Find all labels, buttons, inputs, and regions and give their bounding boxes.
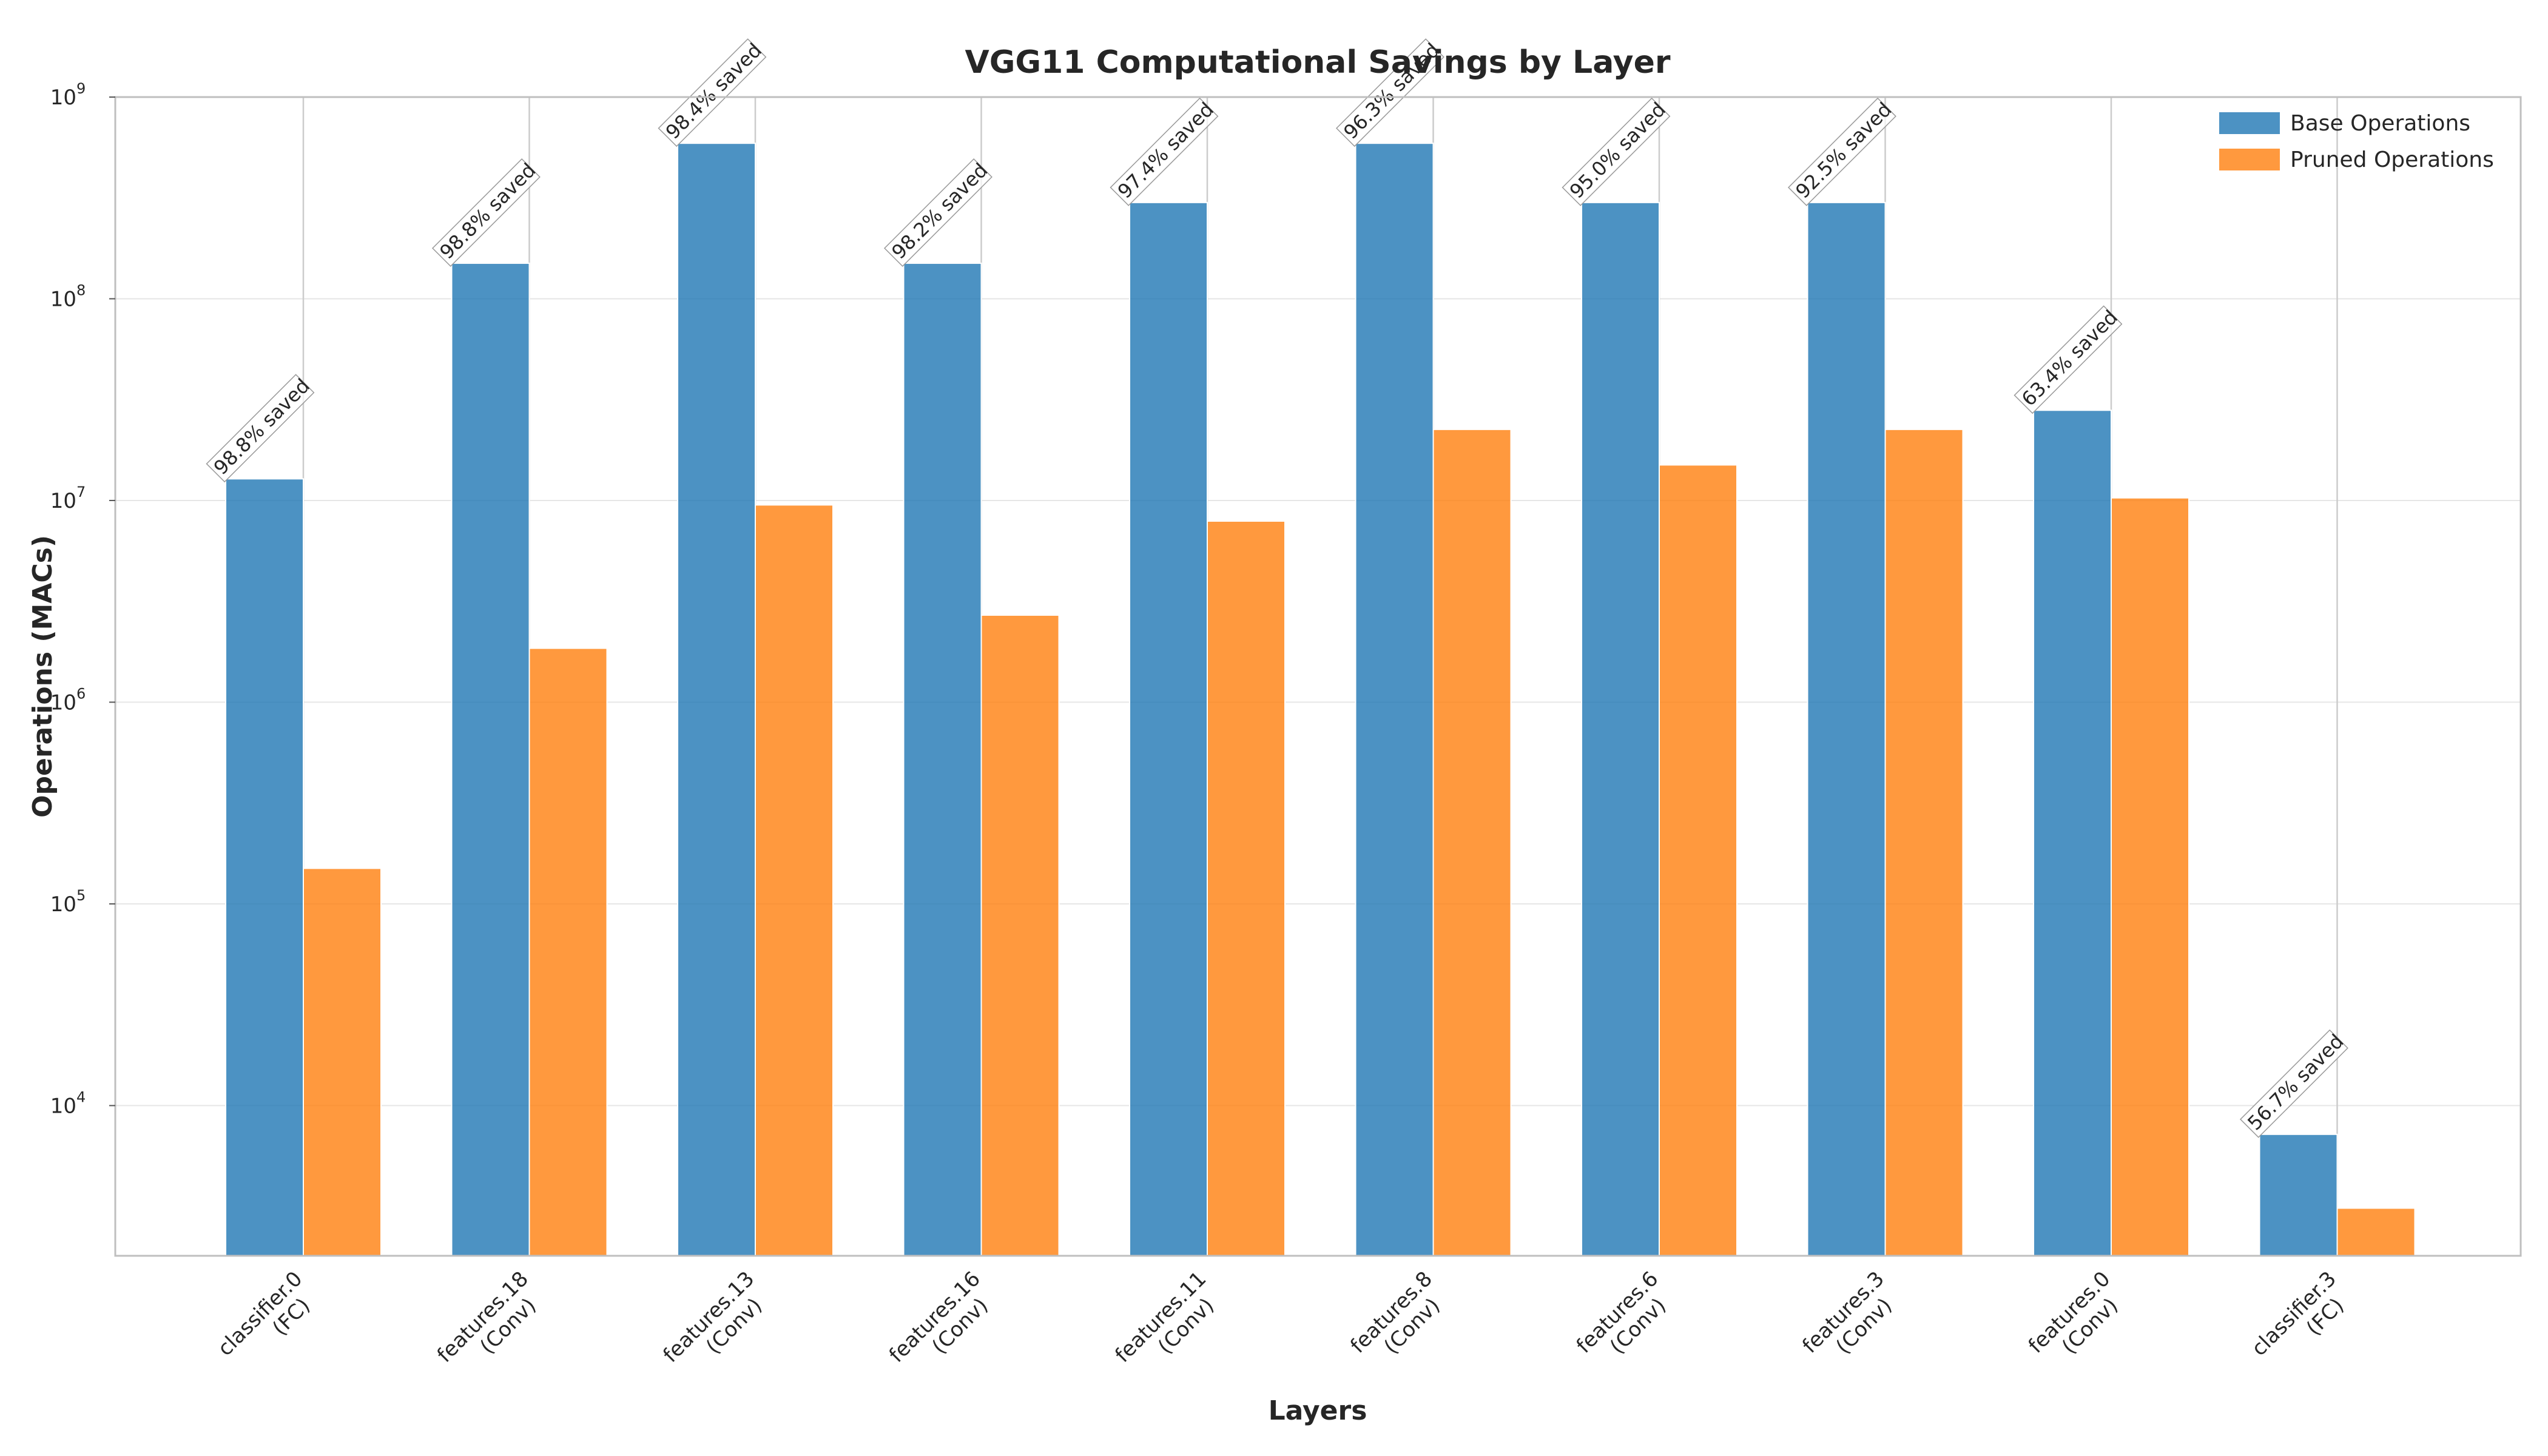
legend: Base Operations Pruned Operations	[2219, 111, 2494, 172]
bar-base-operations	[1129, 201, 1208, 1257]
annotation-box	[658, 38, 767, 147]
x-tick-label: features.3(Conv)	[1798, 1267, 1896, 1359]
bar-base-operations	[677, 143, 756, 1256]
y-tick-label: 109	[50, 80, 86, 110]
bar-pruned-operations	[2111, 497, 2189, 1256]
y-tick-label: 104	[50, 1088, 86, 1118]
savings-annotation: 95.0% saved	[1562, 97, 1671, 206]
bar-pruned-operations	[1207, 520, 1286, 1256]
x-tick-label: features.6(Conv)	[1572, 1267, 1671, 1359]
bar-pruned-operations	[755, 504, 834, 1256]
savings-annotation: 63.4% saved	[2014, 305, 2123, 414]
bar-base-operations	[225, 478, 304, 1256]
x-tick-label: features.8(Conv)	[1346, 1267, 1444, 1359]
annotation-box	[1335, 38, 1444, 147]
y-tick-label: 105	[50, 887, 86, 917]
bar-base-operations	[903, 262, 982, 1257]
x-tick-label: classifier.0(FC)	[213, 1267, 315, 1361]
legend-label-base: Base Operations	[2290, 111, 2470, 136]
bar-pruned-operations	[2336, 1207, 2416, 1257]
bar-pruned-operations	[980, 615, 1060, 1256]
annotation-box	[2239, 1029, 2348, 1138]
bar-base-operations	[451, 262, 530, 1257]
bar-pruned-operations	[1884, 428, 1964, 1256]
y-axis-label: Operations (MACs)	[27, 535, 58, 818]
savings-annotation: 98.8% saved	[431, 158, 541, 267]
savings-annotation: 97.4% saved	[1110, 97, 1219, 206]
bar-base-operations	[2033, 410, 2112, 1256]
bar-pruned-operations	[1432, 428, 1512, 1256]
legend-label-pruned: Pruned Operations	[2290, 147, 2494, 172]
bar-pruned-operations	[303, 868, 382, 1256]
annotation-label: 92.5% saved	[1791, 98, 1896, 203]
bar-base-operations	[1581, 201, 1660, 1257]
savings-annotation: 98.2% saved	[883, 158, 993, 267]
x-tick-label: features.0(Conv)	[2024, 1267, 2123, 1359]
bar-base-operations	[1807, 201, 1886, 1257]
annotation-label: 97.4% saved	[1113, 98, 1218, 203]
annotation-label: 98.8% saved	[435, 158, 540, 263]
annotation-label: 63.4% saved	[2017, 306, 2122, 411]
bar-pruned-operations	[1659, 464, 1737, 1256]
y-ticks: 104 105 106 107 108 109	[50, 80, 115, 1118]
annotation-label: 56.7% saved	[2243, 1030, 2348, 1134]
x-tick-label: features.16(Conv)	[885, 1267, 993, 1367]
y-tick-label: 107	[50, 484, 86, 513]
bars	[225, 143, 2416, 1257]
x-axis-label: Layers	[1269, 1395, 1367, 1426]
chart-title: VGG11 Computational Savings by Layer	[965, 44, 1671, 81]
annotation-label: 98.8% saved	[209, 374, 314, 479]
plot-frame	[114, 96, 2522, 1257]
legend-swatch-pruned	[2219, 149, 2280, 170]
annotation-label: 98.2% saved	[887, 158, 992, 263]
bar-pruned-operations	[528, 647, 608, 1256]
annotation-box	[1562, 97, 1671, 206]
annotation-box	[883, 158, 993, 267]
y-tick-label: 108	[50, 281, 86, 311]
x-tick-label: features.13(Conv)	[659, 1267, 767, 1367]
bar-base-operations	[1355, 143, 1434, 1256]
annotation-box	[2014, 305, 2123, 414]
x-tick-label: classifier.3(FC)	[2247, 1267, 2349, 1361]
savings-annotation: 98.4% saved	[658, 38, 767, 147]
x-tick-label: features.18(Conv)	[433, 1267, 541, 1367]
x-ticks: classifier.0(FC) features.18(Conv) feature…	[213, 1267, 2349, 1367]
y-tick-label: 106	[50, 685, 86, 715]
savings-annotation: 98.8% saved	[206, 374, 315, 483]
legend-swatch-base	[2219, 112, 2280, 134]
annotation-box	[1110, 97, 1219, 206]
annotation-label: 98.4% saved	[661, 39, 766, 144]
annotation-label: 95.0% saved	[1565, 98, 1670, 203]
bar-base-operations	[2259, 1133, 2338, 1257]
annotation-box	[431, 158, 541, 267]
savings-annotation: 56.7% saved	[2239, 1029, 2348, 1138]
savings-annotation: 92.5% saved	[1787, 97, 1896, 206]
annotation-box	[1787, 97, 1896, 206]
annotation-box	[206, 374, 315, 483]
x-tick-label: features.11(Conv)	[1111, 1267, 1219, 1367]
